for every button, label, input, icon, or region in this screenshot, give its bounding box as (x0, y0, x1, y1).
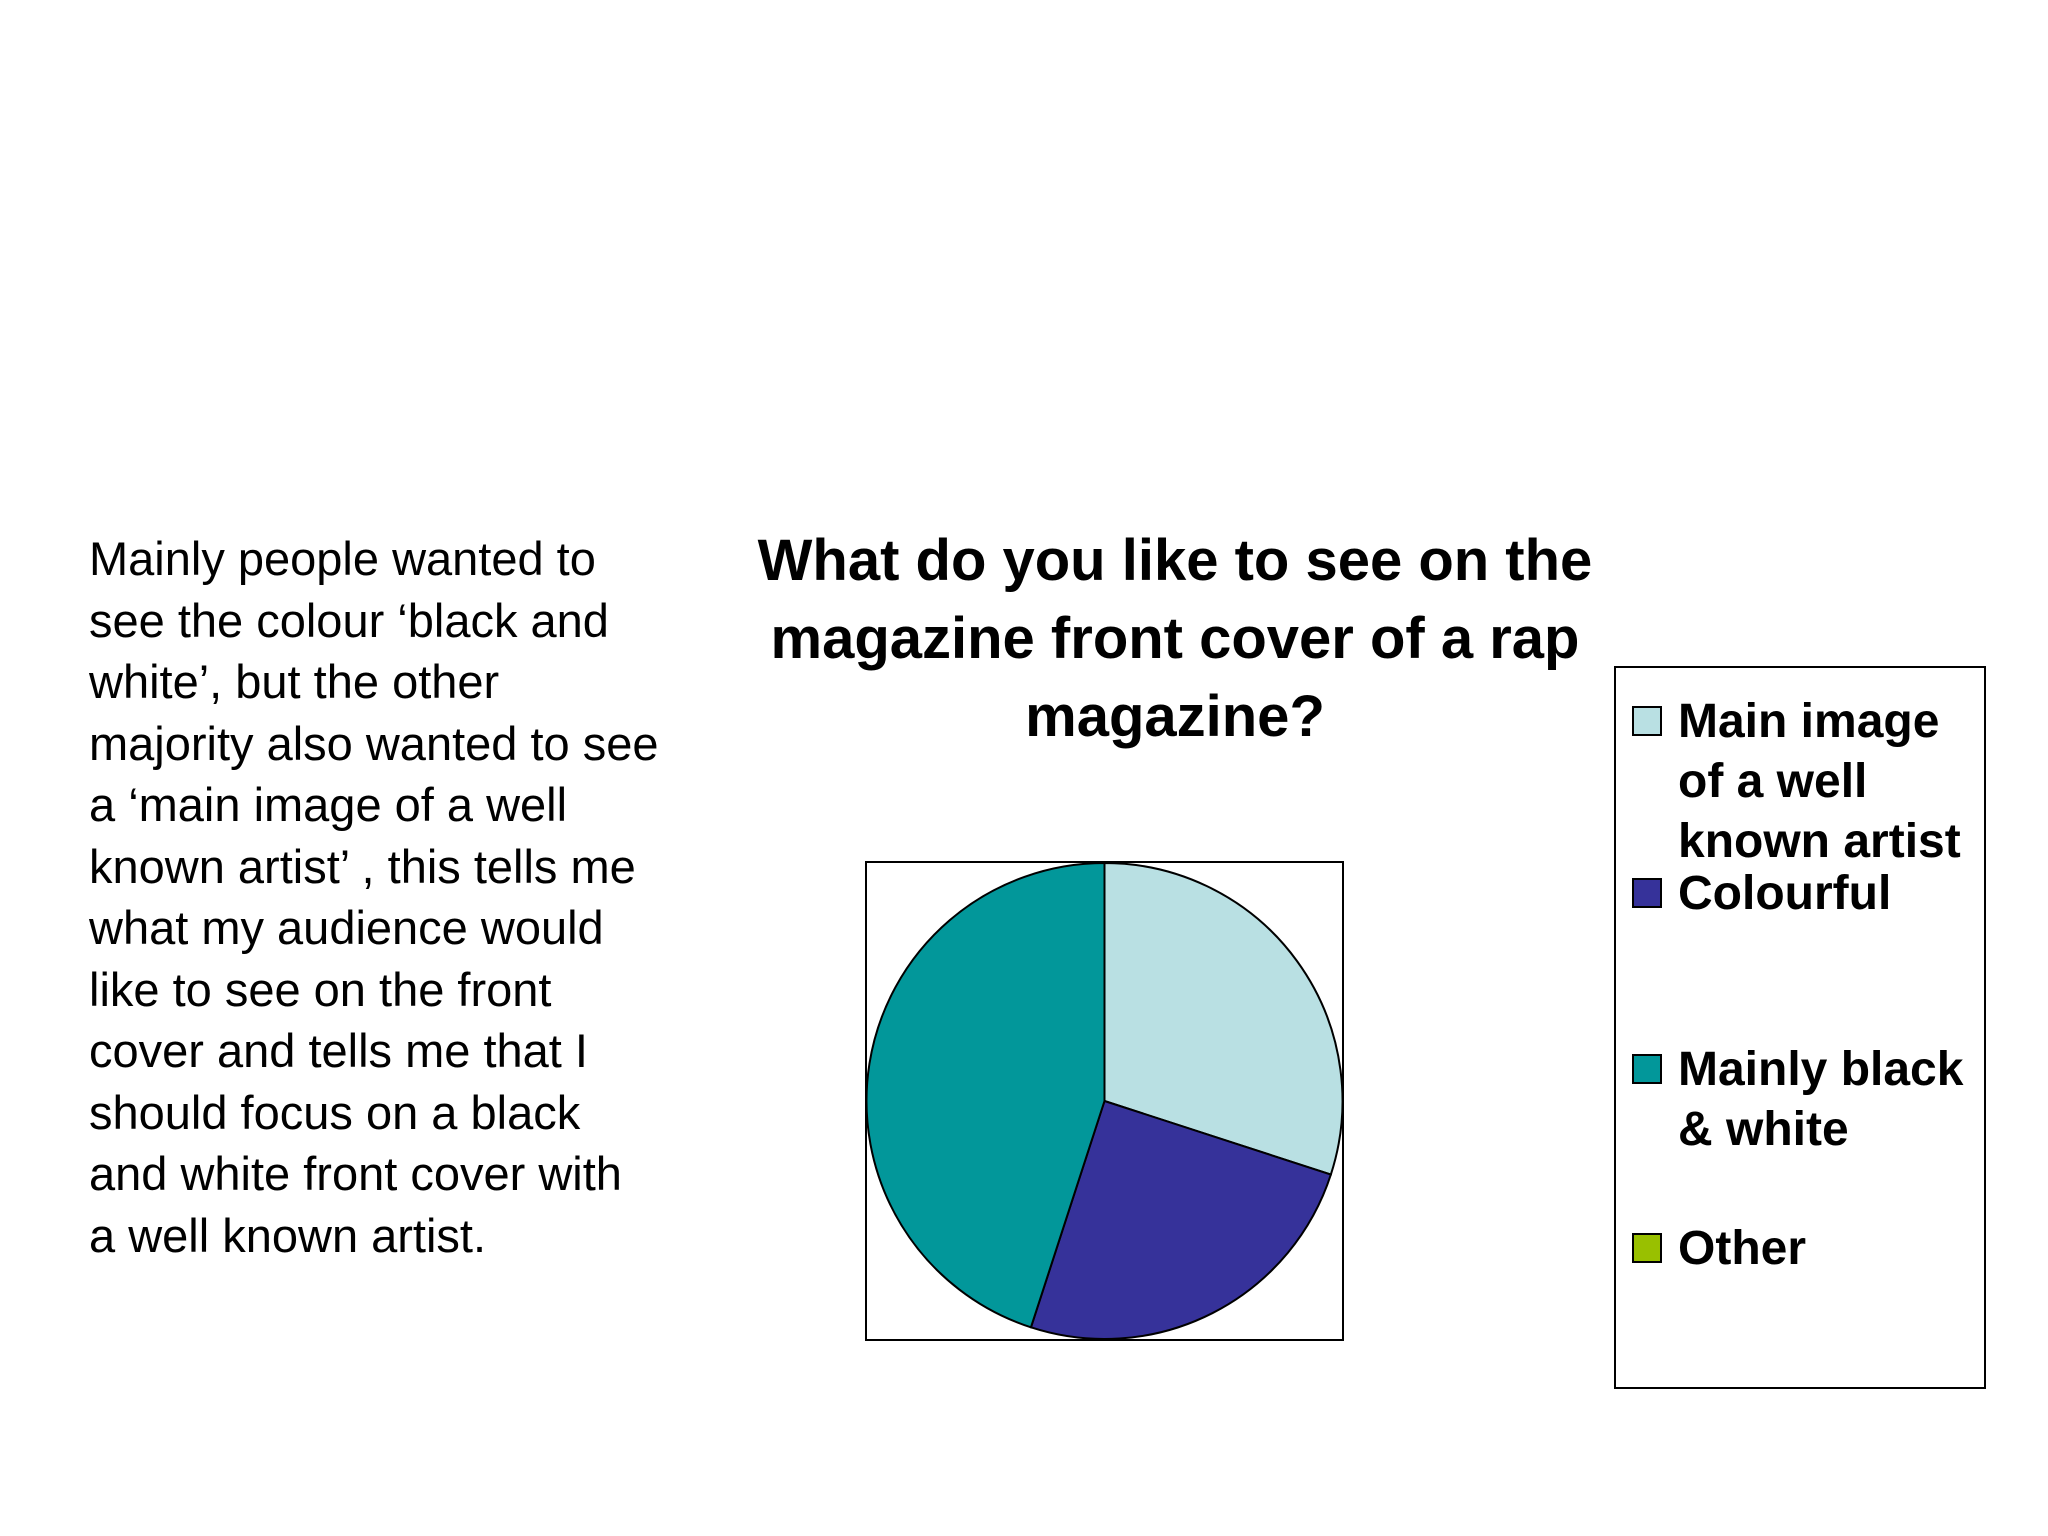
legend-swatch (1632, 878, 1662, 908)
legend-swatch (1632, 1233, 1662, 1263)
pie-slice (865, 861, 1106, 1329)
legend-swatch (1632, 706, 1662, 736)
legend-swatch (1632, 1054, 1662, 1084)
body-text: Mainly people wanted to see the colour ‘… (89, 532, 659, 1262)
chart-title: What do you like to see on the magazine … (757, 528, 1593, 749)
pie-slice (1029, 1099, 1333, 1340)
pie-slice (1103, 861, 1344, 1176)
legend-label: Colourful (1678, 867, 1892, 920)
legend-label: Mainly black & white (1678, 1043, 1964, 1156)
legend-label: Main image of a well known artist (1678, 695, 1961, 868)
legend: Main image of a well known artist Colourf… (1614, 666, 1986, 1389)
legend-label: Other (1678, 1222, 1807, 1275)
